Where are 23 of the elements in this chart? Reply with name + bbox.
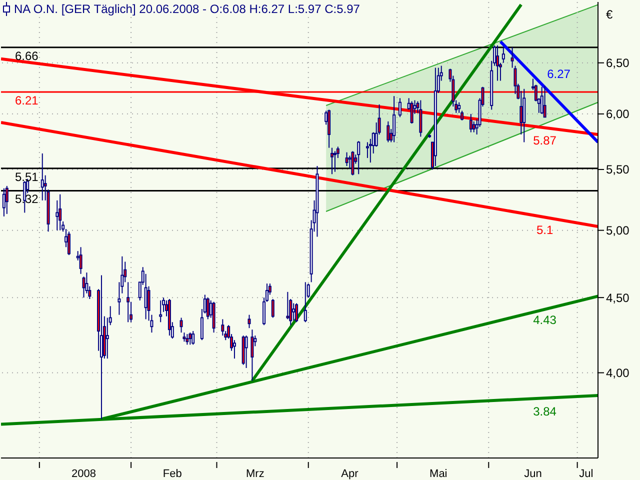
annotation: 4.43: [533, 313, 557, 328]
x-tick-label: 2008: [72, 468, 96, 480]
x-tick-label: Feb: [162, 468, 182, 480]
y-tick-label: 4,50: [606, 290, 630, 305]
x-tick-label: Mrz: [246, 468, 264, 480]
y-tick-label: 6,00: [606, 107, 630, 122]
ref-line-label: 6.66: [15, 48, 39, 63]
annotation: 6.27: [547, 66, 571, 81]
annotation: 5.87: [533, 133, 557, 148]
y-tick-label: 5,50: [606, 162, 630, 177]
annotation: 3.84: [533, 404, 557, 418]
x-tick-label: Mai: [430, 468, 448, 480]
y-tick-label: 6,50: [606, 56, 630, 70]
x-tick-label: Jun: [524, 468, 542, 480]
ref-line-label: 6.21: [15, 93, 39, 108]
y-axis-title: €: [606, 8, 613, 22]
y-tick-label: 5,00: [606, 224, 630, 238]
y-tick-label: 4,00: [606, 366, 630, 380]
x-tick-label: Apr: [341, 468, 359, 480]
x-tick-label: Jul: [579, 468, 594, 480]
annotation: 5.1: [536, 223, 554, 238]
chart-title: NA O.N. [GER Täglich] 20.06.2008 - O:6.08 H:6.27 L:5.97 C:5.97: [14, 2, 360, 16]
ref-line-label: 5.51: [15, 170, 39, 184]
